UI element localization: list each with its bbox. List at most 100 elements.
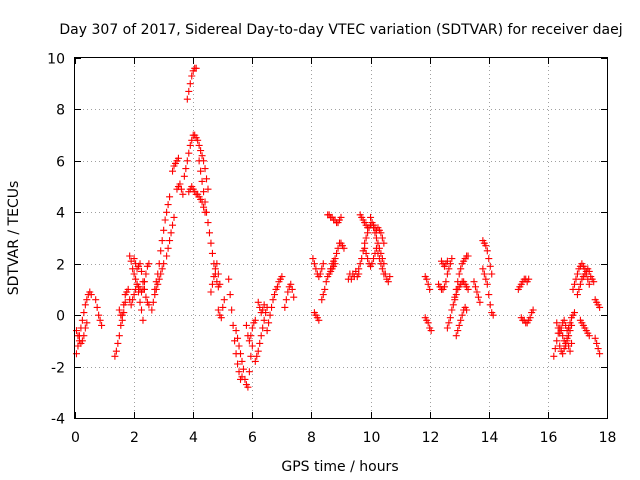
data-point [248, 324, 256, 332]
data-point [482, 242, 490, 250]
data-point [120, 309, 128, 317]
data-point [473, 288, 481, 296]
data-point [166, 193, 174, 201]
data-point [155, 275, 163, 283]
data-point [158, 265, 166, 273]
data-point [566, 347, 574, 355]
data-point [152, 285, 160, 293]
data-point [443, 324, 451, 332]
series-arc-y [263, 273, 286, 335]
data-point [525, 275, 533, 283]
data-point [331, 255, 339, 263]
data-point [318, 296, 326, 304]
series-arc-w [242, 316, 259, 345]
data-point [247, 352, 255, 360]
data-point [319, 291, 327, 299]
data-point [585, 267, 593, 275]
data-point [489, 311, 497, 319]
data-point [133, 280, 141, 288]
data-point [319, 260, 327, 268]
series-arc-ar [451, 278, 472, 304]
series-arc-d [111, 291, 129, 360]
data-point [377, 229, 385, 237]
data-point [83, 319, 91, 327]
data-point [203, 208, 211, 216]
data-point [140, 285, 148, 293]
data-point [115, 306, 123, 314]
x-tick-label: 2 [130, 430, 139, 446]
series-arc-g [127, 280, 147, 324]
data-point [237, 350, 245, 358]
data-point [356, 260, 364, 268]
data-point [241, 375, 249, 383]
data-point [208, 280, 216, 288]
data-point [424, 280, 432, 288]
data-point [452, 291, 460, 299]
series-arc-at [470, 278, 484, 306]
data-point [239, 365, 247, 373]
data-point [126, 252, 134, 260]
data-point [384, 278, 392, 286]
data-point [136, 298, 144, 306]
data-point [458, 311, 466, 319]
data-point [257, 332, 265, 340]
data-point [194, 136, 202, 144]
data-point [488, 270, 496, 278]
data-point [529, 306, 537, 314]
data-point [445, 319, 453, 327]
data-point [219, 303, 227, 311]
x-tick-label: 10 [363, 430, 381, 446]
y-tick-label: 2 [56, 258, 65, 274]
data-point [74, 332, 82, 340]
data-point [271, 291, 278, 299]
y-tick-label: 10 [47, 52, 65, 68]
data-point [78, 316, 86, 324]
data-point [322, 278, 330, 286]
series-arc-av [479, 265, 497, 319]
data-point [149, 298, 157, 306]
data-point [361, 244, 369, 252]
series-arc-m [173, 180, 187, 198]
data-point [485, 255, 493, 263]
data-point [142, 270, 150, 278]
y-tick-label: -4 [51, 412, 65, 428]
data-point [596, 350, 604, 358]
data-point [455, 270, 463, 278]
data-point [273, 283, 281, 291]
data-point [112, 347, 120, 355]
data-point [188, 72, 196, 80]
data-point [135, 288, 143, 296]
series-arc-an [421, 314, 435, 335]
data-point [424, 319, 432, 327]
data-point [568, 339, 576, 347]
data-point [186, 141, 194, 149]
data-point [575, 285, 583, 293]
data-point [559, 350, 567, 358]
data-point [251, 357, 259, 365]
series-arc-l [169, 154, 182, 175]
data-point [157, 247, 165, 255]
data-point [551, 345, 559, 353]
data-point [290, 293, 298, 301]
data-point [164, 201, 172, 209]
data-point [207, 288, 215, 296]
x-tick-label: 16 [540, 430, 558, 446]
data-point [451, 296, 459, 304]
data-point [179, 190, 187, 198]
series-arc-ap [437, 257, 451, 270]
series-arc-af [324, 211, 345, 227]
plot-frame [74, 57, 608, 419]
data-point [180, 172, 188, 180]
x-axis-label: GPS time / hours [281, 459, 398, 475]
data-point [479, 265, 487, 273]
data-point [367, 213, 375, 221]
series-arc-az [553, 309, 578, 337]
data-point [486, 301, 494, 309]
data-point [139, 316, 147, 324]
data-point [138, 306, 145, 314]
data-point [333, 249, 341, 257]
data-point [269, 296, 277, 304]
data-point [166, 237, 174, 245]
series-arc-s [214, 296, 228, 322]
